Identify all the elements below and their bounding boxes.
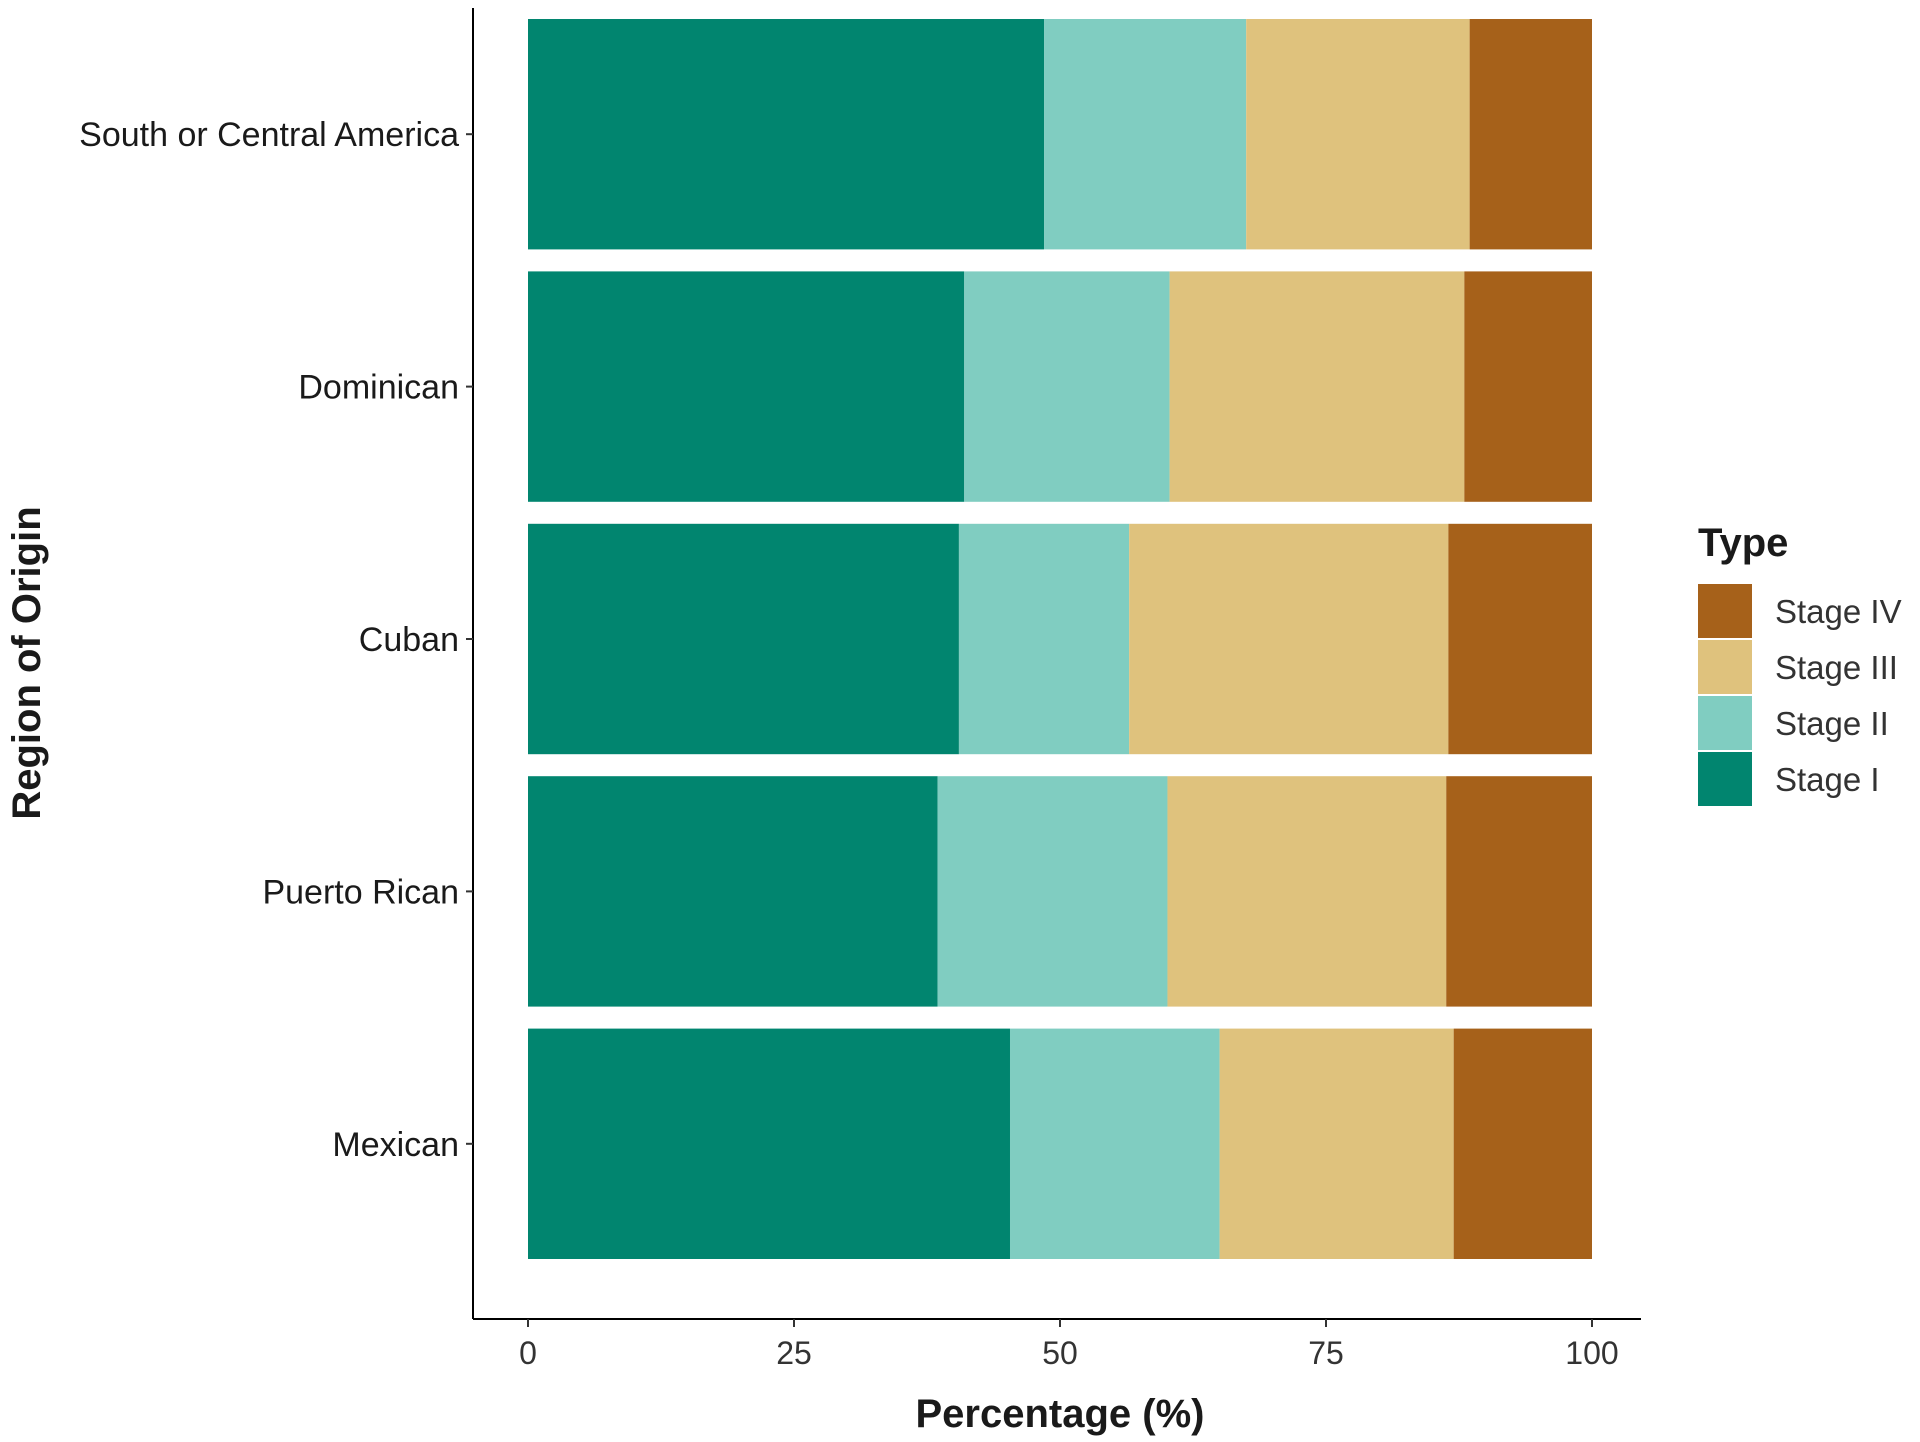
- legend-label: Stage IV: [1775, 593, 1902, 630]
- bar-segment-stage-ii-dominican: [964, 271, 1170, 502]
- legend-title: Type: [1698, 521, 1788, 565]
- bar-segment-stage-ii-mexican: [1009, 1028, 1220, 1259]
- bar-segment-stage-iv-puerto-rican: [1446, 776, 1592, 1007]
- bar-segment-stage-i-south-or-central-america: [528, 19, 1045, 250]
- bar-segment-stage-i-mexican: [528, 1028, 1010, 1259]
- bar-segment-stage-iii-south-or-central-america: [1246, 19, 1470, 250]
- x-tick-label: 100: [1565, 1335, 1618, 1371]
- bar-segment-stage-iii-mexican: [1219, 1028, 1454, 1259]
- legend-key-stage-iv: [1698, 584, 1752, 638]
- bar-segment-stage-ii-south-or-central-america: [1044, 19, 1247, 250]
- bar-segment-stage-iv-dominican: [1464, 271, 1592, 502]
- y-tick-label: Puerto Rican: [262, 873, 459, 911]
- bars-group: [528, 19, 1592, 1259]
- ticks-group: South or Central America Dominican Cuban Pu…: [79, 116, 1619, 1371]
- legend-items: Stage IV Stage III Stage II Stage I: [1698, 584, 1902, 806]
- y-axis-title: Region of Origin: [5, 506, 49, 819]
- bar-segment-stage-iv-south-or-central-america: [1469, 19, 1592, 250]
- y-tick-label: South or Central America: [79, 116, 459, 154]
- legend-key-stage-ii: [1698, 696, 1752, 750]
- x-axis-title: Percentage (%): [916, 1392, 1205, 1436]
- legend-key-stage-i: [1698, 752, 1752, 806]
- y-tick-label: Cuban: [359, 621, 459, 659]
- bar-segment-stage-i-dominican: [528, 271, 965, 502]
- bar-segment-stage-iii-dominican: [1169, 271, 1465, 502]
- bar-segment-stage-iv-mexican: [1453, 1028, 1592, 1259]
- y-tick-label: Mexican: [332, 1126, 459, 1164]
- bar-segment-stage-ii-puerto-rican: [937, 776, 1168, 1007]
- x-tick-label: 0: [519, 1335, 537, 1371]
- x-tick-label: 50: [1042, 1335, 1078, 1371]
- y-tick-label: Dominican: [298, 369, 459, 407]
- bar-segment-stage-iii-cuban: [1129, 523, 1449, 755]
- axes-group: [472, 8, 1641, 1320]
- legend: Type Stage IV Stage III Stage II Stage I: [1698, 521, 1902, 806]
- legend-key-stage-iii: [1698, 640, 1752, 694]
- bar-segment-stage-i-puerto-rican: [528, 776, 938, 1007]
- legend-label: Stage I: [1775, 761, 1880, 798]
- legend-label: Stage III: [1775, 649, 1898, 686]
- bar-segment-stage-iv-cuban: [1448, 523, 1592, 755]
- legend-label: Stage II: [1775, 705, 1889, 742]
- x-tick-label: 25: [776, 1335, 812, 1371]
- bar-segment-stage-i-cuban: [528, 523, 959, 755]
- bar-segment-stage-iii-puerto-rican: [1167, 776, 1447, 1007]
- bar-segment-stage-ii-cuban: [958, 523, 1130, 755]
- x-tick-label: 75: [1308, 1335, 1344, 1371]
